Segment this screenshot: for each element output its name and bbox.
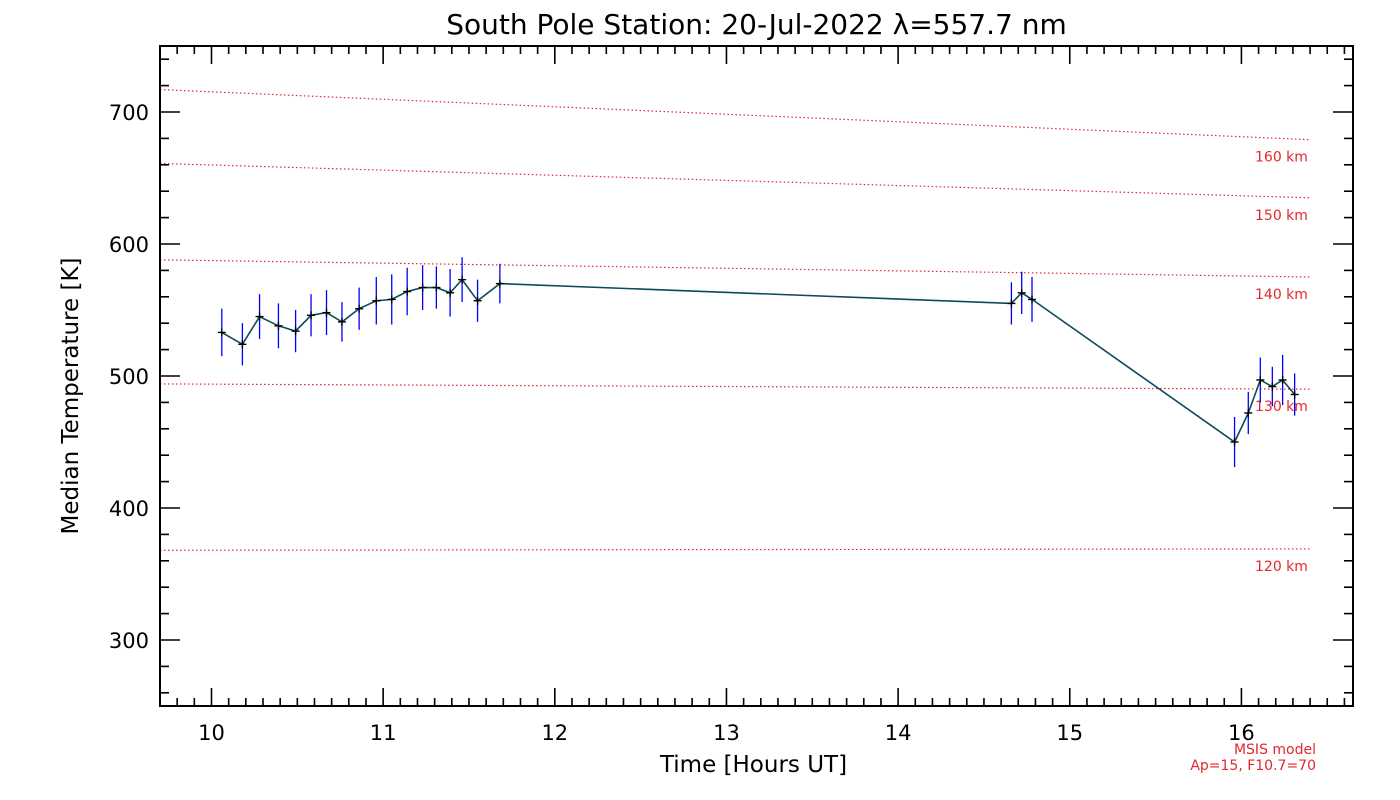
x-axis-label: Time [Hours UT]: [659, 752, 847, 778]
x-tick-label: 13: [713, 721, 740, 745]
altitude-label: 140 km: [1255, 287, 1308, 303]
data-point: [1290, 390, 1299, 399]
data-point: [1268, 382, 1277, 391]
x-tick-label: 15: [1056, 721, 1083, 745]
data-point: [418, 283, 427, 292]
data-point: [322, 308, 331, 317]
model-params-note: Ap=15, F10.7=70: [1190, 758, 1316, 774]
model-line: [159, 88, 1311, 141]
data-point: [1256, 375, 1265, 384]
data-point: [217, 328, 226, 337]
data-point: [1230, 438, 1239, 446]
model-note: MSIS model: [1234, 742, 1316, 758]
y-tick-label: 600: [109, 233, 149, 257]
y-axis-label: Median Temperature [K]: [58, 258, 84, 535]
series-line: [221, 278, 1296, 444]
data-point: [432, 283, 441, 292]
model-line: [159, 162, 1311, 199]
data-point: [337, 317, 346, 326]
data-point: [372, 296, 381, 305]
data-point: [446, 288, 455, 297]
data-point: [473, 296, 482, 305]
data-point: [1244, 408, 1253, 417]
model-line: [159, 259, 1311, 278]
data-point: [255, 312, 264, 321]
data-point: [387, 295, 396, 304]
data-point: [1007, 299, 1016, 308]
data-point: [291, 327, 300, 336]
data-point: [307, 311, 316, 320]
data-point: [1017, 288, 1026, 297]
data-point: [238, 340, 247, 349]
x-tick-label: 14: [885, 721, 912, 745]
data-point: [403, 287, 412, 296]
x-tick-label: 11: [370, 721, 397, 745]
chart-title: South Pole Station: 20-Jul-2022 λ=557.7 …: [446, 8, 1067, 41]
model-line: [159, 383, 1311, 390]
altitude-label: 160 km: [1255, 150, 1308, 166]
altitude-label: 150 km: [1255, 208, 1308, 224]
y-tick-label: 500: [109, 365, 149, 389]
y-tick-label: 700: [109, 101, 149, 125]
data-point: [274, 321, 283, 330]
data-point: [1028, 295, 1037, 304]
plot-frame: [159, 45, 1354, 707]
x-tick-label: 10: [198, 721, 225, 745]
model-line: [159, 548, 1311, 551]
data-point: [458, 275, 467, 284]
x-tick-label: 16: [1228, 721, 1255, 745]
chart-axes: 10 11 12 13 14 15 16 300 400 500 600 700: [109, 45, 1354, 745]
data-series: [217, 257, 1299, 468]
msis-model-lines: 160 km 150 km 140 km 130 km 120 km: [159, 88, 1311, 575]
altitude-label: 130 km: [1255, 399, 1308, 415]
x-tick-label: 12: [541, 721, 568, 745]
data-point: [1278, 375, 1287, 384]
y-tick-label: 300: [109, 629, 149, 653]
data-point: [355, 304, 364, 313]
altitude-label: 120 km: [1255, 559, 1308, 575]
data-point: [495, 279, 504, 288]
y-tick-label: 400: [109, 497, 149, 521]
